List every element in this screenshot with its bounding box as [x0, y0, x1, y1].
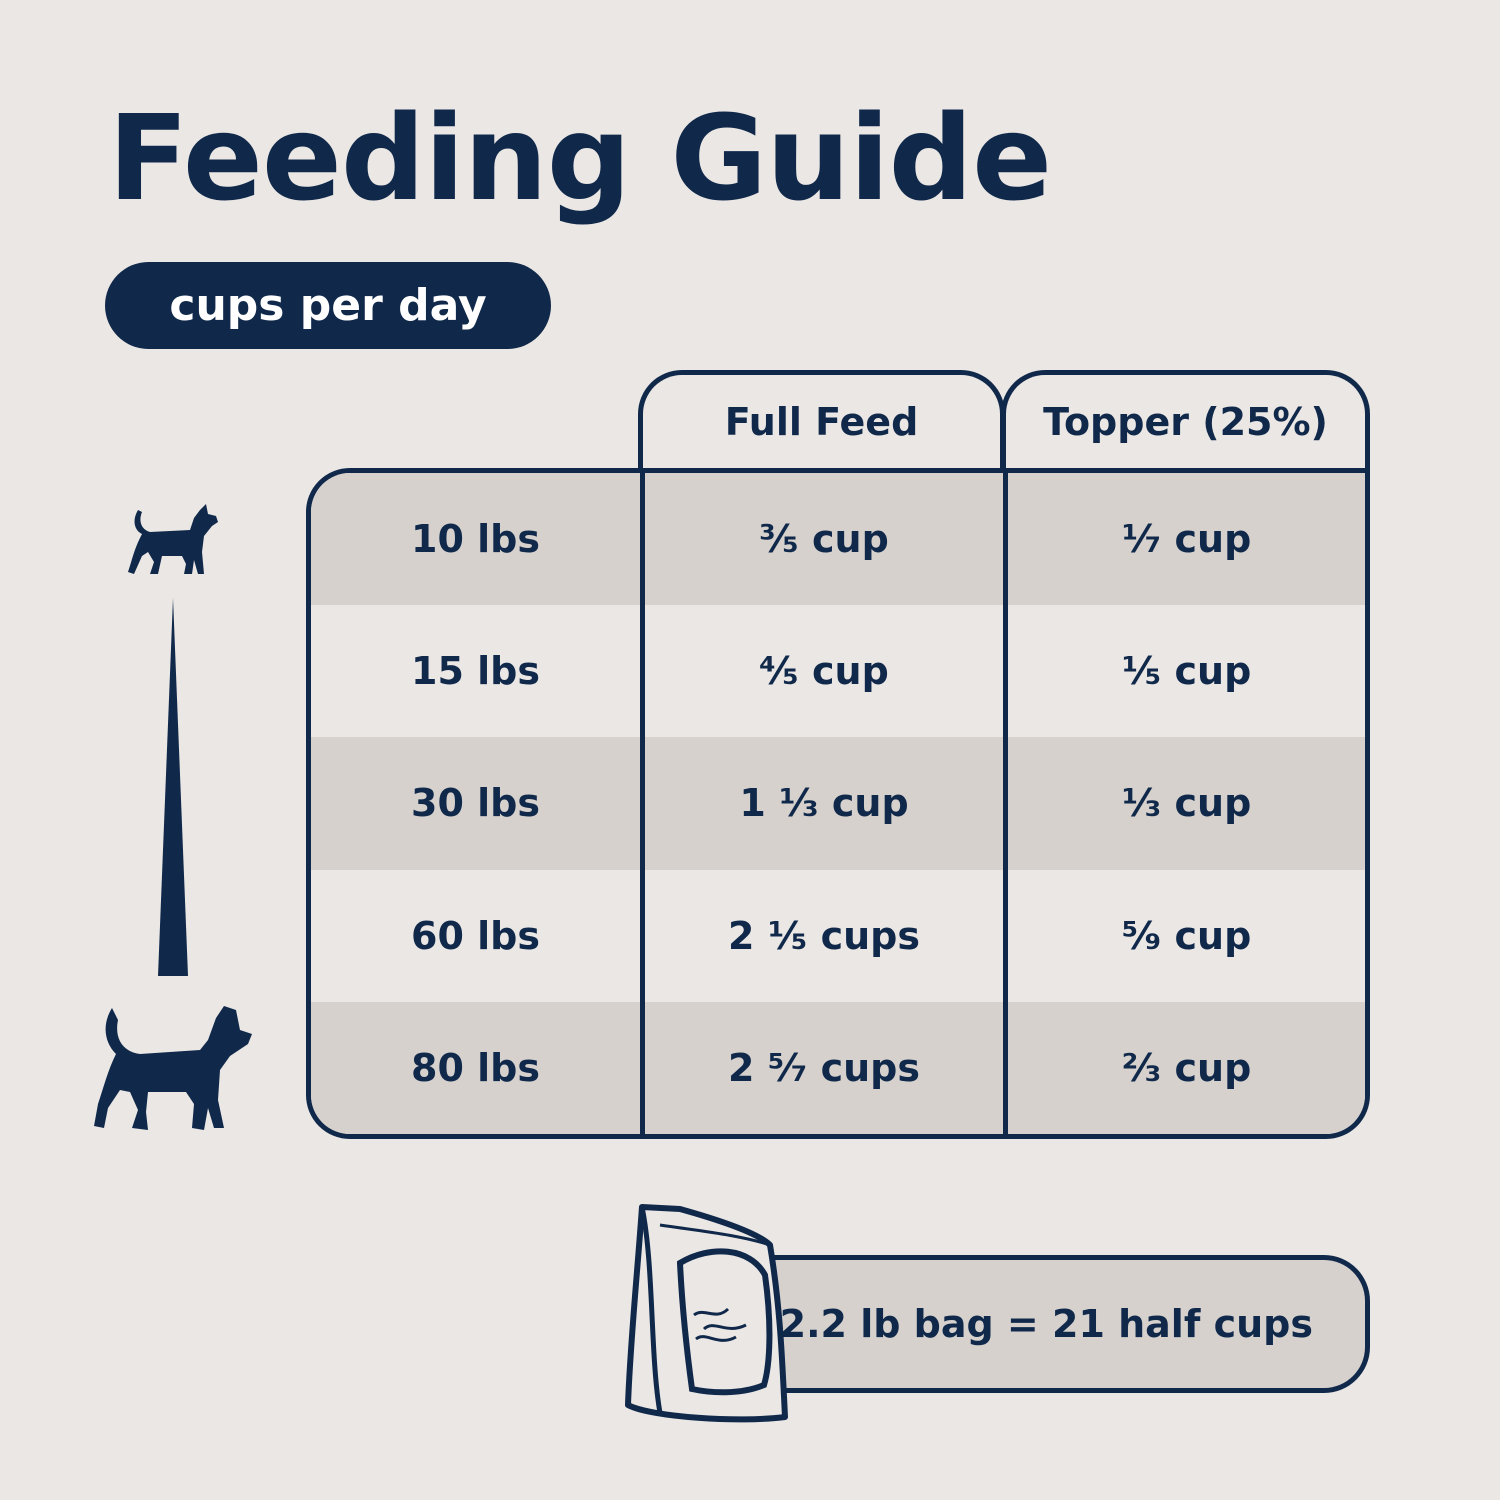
- weight-cell: 60 lbs: [411, 913, 540, 958]
- food-bag-icon: [625, 1204, 788, 1423]
- page-title: Feeding Guide: [108, 89, 1052, 227]
- table-row: 30 lbs 1 ¹⁄₃ cup ¹⁄₃ cup: [311, 737, 1365, 870]
- bag-note: 2.2 lb bag = 21 half cups: [770, 1255, 1370, 1393]
- weight-cell: 80 lbs: [411, 1045, 540, 1090]
- full-feed-cell: ⁴⁄₅ cup: [640, 605, 1003, 738]
- topper-cell: ¹⁄₃ cup: [1003, 737, 1365, 870]
- full-feed-cell: 2 ¹⁄₅ cups: [640, 869, 1003, 1002]
- table-row: 15 lbs ⁴⁄₅ cup ¹⁄₅ cup: [311, 605, 1365, 738]
- full-feed-cell: 2 ⁵⁄₇ cups: [640, 1001, 1003, 1134]
- topper-cell: ⁵⁄₉ cup: [1003, 869, 1365, 1002]
- full-feed-cell: 1 ¹⁄₃ cup: [640, 737, 1003, 870]
- header-topper: Topper (25%): [1001, 370, 1370, 474]
- table-row: 80 lbs 2 ⁵⁄₇ cups ²⁄₃ cup: [311, 1001, 1365, 1134]
- feeding-table: 10 lbs ³⁄₅ cup ¹⁄₇ cup 15 lbs ⁴⁄₅ cup ¹⁄₅ cup…: [306, 468, 1370, 1139]
- full-feed-cell: ³⁄₅ cup: [640, 473, 1003, 606]
- size-scale-wedge-icon: [158, 598, 188, 976]
- table-row: 60 lbs 2 ¹⁄₅ cups ⁵⁄₉ cup: [311, 869, 1365, 1002]
- unit-pill: cups per day: [105, 262, 551, 349]
- weight-cell: 30 lbs: [411, 781, 540, 826]
- bag-note-text: 2.2 lb bag = 21 half cups: [779, 1302, 1313, 1346]
- topper-cell: ²⁄₃ cup: [1003, 1001, 1365, 1134]
- large-dog-icon: [94, 1006, 252, 1130]
- weight-cell: 10 lbs: [411, 517, 540, 562]
- weight-cell: 15 lbs: [411, 649, 540, 694]
- small-dog-icon: [128, 504, 218, 574]
- topper-cell: ¹⁄₅ cup: [1003, 605, 1365, 738]
- table-row: 10 lbs ³⁄₅ cup ¹⁄₇ cup: [311, 473, 1365, 606]
- topper-cell: ¹⁄₇ cup: [1003, 473, 1365, 606]
- header-full-feed: Full Feed: [638, 370, 1005, 474]
